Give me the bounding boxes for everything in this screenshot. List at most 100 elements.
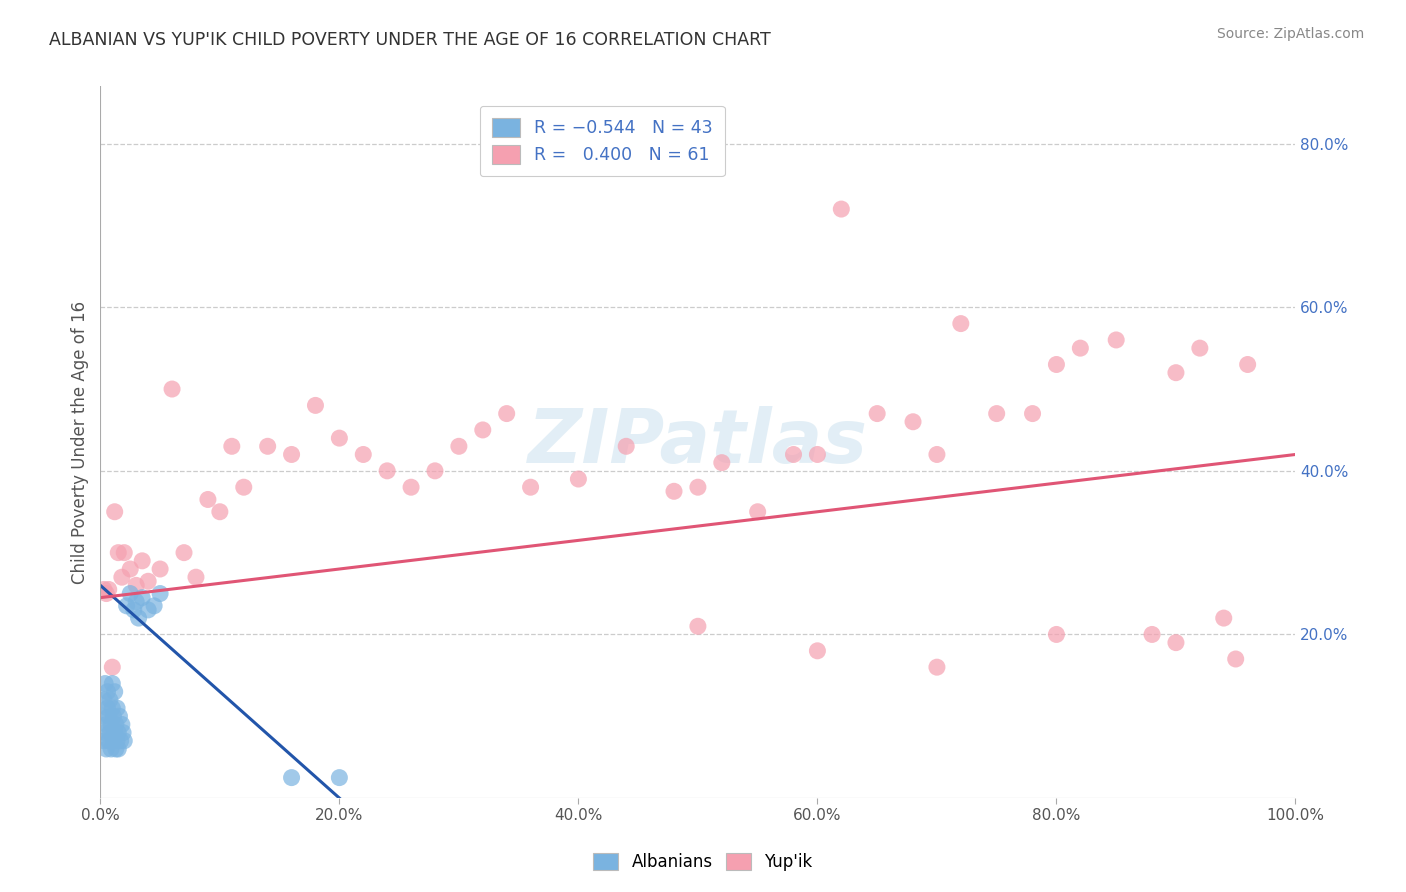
Point [93,693,115,707]
Point [925,660,948,674]
Point [93,733,115,747]
Point [115,599,138,613]
Point [149,586,172,600]
Point [686,619,709,633]
Point [104,717,127,731]
Point [1045,358,1067,372]
Point [567,472,589,486]
Point [160,382,183,396]
Point [97,733,120,747]
Point [97,582,120,597]
Point [143,599,166,613]
Point [149,562,172,576]
Point [104,725,127,739]
Point [1225,652,1247,666]
Point [352,448,374,462]
Point [112,546,135,560]
Point [710,456,733,470]
Point [830,202,852,216]
Point [1236,358,1258,372]
Point [101,701,124,715]
Point [1212,611,1234,625]
Point [103,709,125,723]
Legend: R = −0.544   N = 43, R =   0.400   N = 61: R = −0.544 N = 43, R = 0.400 N = 61 [479,106,724,177]
Point [96,701,118,715]
Point [866,407,889,421]
Point [122,603,145,617]
Point [1188,341,1211,355]
Point [747,505,769,519]
Point [949,317,972,331]
Point [112,733,135,747]
Point [131,554,153,568]
Point [104,684,127,698]
Point [1069,341,1091,355]
Point [197,492,219,507]
Point [107,546,129,560]
Point [104,742,127,756]
Point [173,546,195,560]
Point [131,591,153,605]
Point [128,611,150,625]
Point [782,448,804,462]
Point [120,562,142,576]
Point [111,717,134,731]
Text: ALBANIAN VS YUP'IK CHILD POVERTY UNDER THE AGE OF 16 CORRELATION CHART: ALBANIAN VS YUP'IK CHILD POVERTY UNDER T… [49,31,770,49]
Point [256,439,278,453]
Point [686,480,709,494]
Point [110,733,132,747]
Point [136,574,159,589]
Point [328,771,350,785]
Point [519,480,541,494]
Legend: Albanians, Yup'ik: Albanians, Yup'ik [585,845,821,880]
Point [101,676,124,690]
Point [375,464,398,478]
Point [1045,627,1067,641]
Point [120,586,142,600]
Point [105,733,128,747]
Point [100,717,122,731]
Point [304,398,326,412]
Point [96,717,118,731]
Text: ZIPatlas: ZIPatlas [527,406,868,479]
Point [98,693,121,707]
Point [614,439,637,453]
Point [328,431,350,445]
Point [662,484,685,499]
Text: Source: ZipAtlas.com: Source: ZipAtlas.com [1216,27,1364,41]
Y-axis label: Child Poverty Under the Age of 16: Child Poverty Under the Age of 16 [72,301,89,583]
Point [96,742,118,756]
Point [495,407,517,421]
Point [184,570,207,584]
Point [423,464,446,478]
Point [98,725,121,739]
Point [806,644,828,658]
Point [94,676,117,690]
Point [107,725,129,739]
Point [96,684,118,698]
Point [221,439,243,453]
Point [986,407,1008,421]
Point [1164,366,1187,380]
Point [104,505,127,519]
Point [97,709,120,723]
Point [280,771,302,785]
Point [100,742,122,756]
Point [901,415,924,429]
Point [232,480,254,494]
Point [105,701,128,715]
Point [96,586,118,600]
Point [125,578,148,592]
Point [108,709,131,723]
Point [925,448,948,462]
Point [94,725,117,739]
Point [93,582,115,597]
Point [399,480,422,494]
Point [91,709,114,723]
Point [471,423,494,437]
Point [1105,333,1128,347]
Point [1021,407,1043,421]
Point [1164,635,1187,649]
Point [112,725,135,739]
Point [447,439,470,453]
